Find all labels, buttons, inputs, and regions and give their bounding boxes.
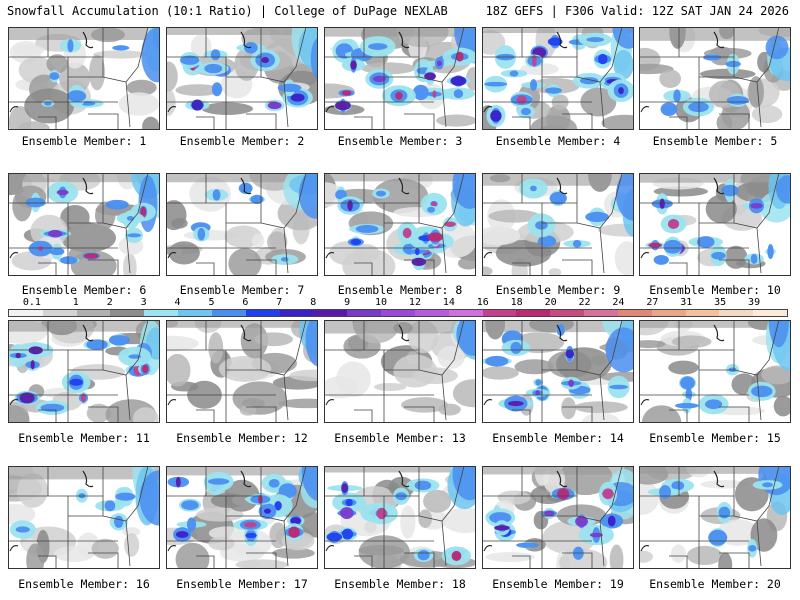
ensemble-member-label: Ensemble Member: 7 — [179, 283, 305, 297]
header-bar: Snowfall Accumulation (10:1 Ratio) | Col… — [0, 0, 800, 22]
ensemble-member-label: Ensemble Member: 9 — [495, 283, 621, 297]
colorbar-tick-label: 4 — [174, 297, 181, 308]
colorbar-tick-label: 8 — [310, 297, 317, 308]
colorbar-tick-label: 35 — [714, 297, 727, 308]
colorbar-tick-label: 1 — [72, 297, 79, 308]
colorbar-tick-label: 0.1 — [22, 297, 41, 308]
colorbar-swatch — [651, 310, 686, 316]
colorbar-swatch — [584, 310, 618, 316]
ensemble-member-map — [166, 466, 318, 569]
ensemble-member-map — [482, 173, 634, 276]
colorbar-swatch — [42, 310, 77, 316]
colorbar-swatch — [685, 310, 720, 316]
ensemble-member-map — [324, 466, 476, 569]
colorbar-swatch — [144, 310, 179, 316]
colorbar-swatch — [279, 310, 314, 316]
colorbar-swatch — [448, 310, 483, 316]
colorbar-tick-label: 39 — [748, 297, 761, 308]
ensemble-member-map — [639, 320, 791, 423]
ensemble-member-label: Ensemble Member: 12 — [176, 431, 308, 445]
ensemble-member-label: Ensemble Member: 10 — [649, 283, 781, 297]
colorbar-swatch — [9, 310, 43, 316]
ensemble-member-label: Ensemble Member: 6 — [21, 283, 147, 297]
ensemble-member-label: Ensemble Member: 13 — [334, 431, 466, 445]
ensemble-member-map — [8, 320, 160, 423]
colorbar-labels: 0.1 1 2 3 4 5 6 7 8 9 10 12 14 16 18 20 22 24 27 31 35 39 — [8, 297, 788, 308]
ensemble-member-label: Ensemble Member: 4 — [495, 134, 621, 148]
colorbar-swatch — [211, 310, 246, 316]
ensemble-member-label: Ensemble Member: 20 — [649, 577, 781, 591]
colorbar-swatches — [8, 309, 788, 317]
colorbar-tick-label: 10 — [375, 297, 388, 308]
colorbar-swatch — [245, 310, 280, 316]
ensemble-member-label: Ensemble Member: 2 — [179, 134, 305, 148]
ensemble-member-map — [482, 27, 634, 130]
colorbar-swatch — [617, 310, 652, 316]
colorbar-tick-label: 16 — [476, 297, 489, 308]
ensemble-member-label: Ensemble Member: 8 — [337, 283, 463, 297]
ensemble-member-map — [639, 466, 791, 569]
ensemble-member-label: Ensemble Member: 17 — [176, 577, 308, 591]
colorbar-tick-label: 22 — [578, 297, 591, 308]
colorbar-tick-label: 18 — [510, 297, 523, 308]
ensemble-member-label: Ensemble Member: 15 — [649, 431, 781, 445]
colorbar-swatch — [381, 310, 415, 316]
ensemble-member-map — [166, 173, 318, 276]
ensemble-member-map — [8, 466, 160, 569]
colorbar-tick-label: 24 — [612, 297, 625, 308]
ensemble-member-label: Ensemble Member: 19 — [492, 577, 624, 591]
colorbar-swatch — [753, 310, 788, 316]
ensemble-member-label: Ensemble Member: 3 — [337, 134, 463, 148]
colorbar-swatch — [482, 310, 517, 316]
ensemble-member-map — [639, 173, 791, 276]
colorbar-swatch — [178, 310, 212, 316]
colorbar-swatch — [110, 310, 145, 316]
colorbar-swatch — [347, 310, 382, 316]
ensemble-member-label: Ensemble Member: 1 — [21, 134, 147, 148]
ensemble-member-map — [8, 27, 160, 130]
colorbar-swatch — [313, 310, 348, 316]
colorbar-tick-label: 20 — [544, 297, 557, 308]
colorbar-tick-label: 2 — [106, 297, 113, 308]
ensemble-member-label: Ensemble Member: 14 — [492, 431, 624, 445]
colorbar-tick-label: 6 — [242, 297, 249, 308]
model-valid-time: 18Z GEFS | F306 Valid: 12Z SAT JAN 24 20… — [485, 4, 789, 18]
ensemble-member-map — [324, 27, 476, 130]
colorbar-tick-label: 9 — [344, 297, 351, 308]
ensemble-member-map — [482, 320, 634, 423]
colorbar-swatch — [719, 310, 754, 316]
colorbar-tick-label: 3 — [140, 297, 147, 308]
colorbar-tick-label: 5 — [208, 297, 215, 308]
ensemble-member-label: Ensemble Member: 16 — [18, 577, 150, 591]
colorbar-tick-label: 7 — [276, 297, 283, 308]
ensemble-member-label: Ensemble Member: 11 — [18, 431, 150, 445]
ensemble-member-map — [639, 27, 791, 130]
colorbar-tick-label: 27 — [646, 297, 659, 308]
map-title: Snowfall Accumulation (10:1 Ratio) | Col… — [7, 4, 448, 18]
ensemble-member-map — [166, 27, 318, 130]
ensemble-member-map — [324, 173, 476, 276]
colorbar-swatch — [414, 310, 449, 316]
colorbar-tick-label: 31 — [680, 297, 693, 308]
colorbar-swatch — [516, 310, 551, 316]
colorbar-legend: 0.1 1 2 3 4 5 6 7 8 9 10 12 14 16 18 20 22 24 27 31 35 39 — [8, 297, 788, 319]
ensemble-member-map — [166, 320, 318, 423]
ensemble-member-label: Ensemble Member: 18 — [334, 577, 466, 591]
ensemble-member-label: Ensemble Member: 5 — [652, 134, 778, 148]
ensemble-member-map — [482, 466, 634, 569]
colorbar-swatch — [76, 310, 111, 316]
ensemble-member-map — [324, 320, 476, 423]
colorbar-tick-label: 12 — [408, 297, 421, 308]
colorbar-tick-label: 14 — [442, 297, 455, 308]
ensemble-member-map — [8, 173, 160, 276]
colorbar-swatch — [550, 310, 585, 316]
